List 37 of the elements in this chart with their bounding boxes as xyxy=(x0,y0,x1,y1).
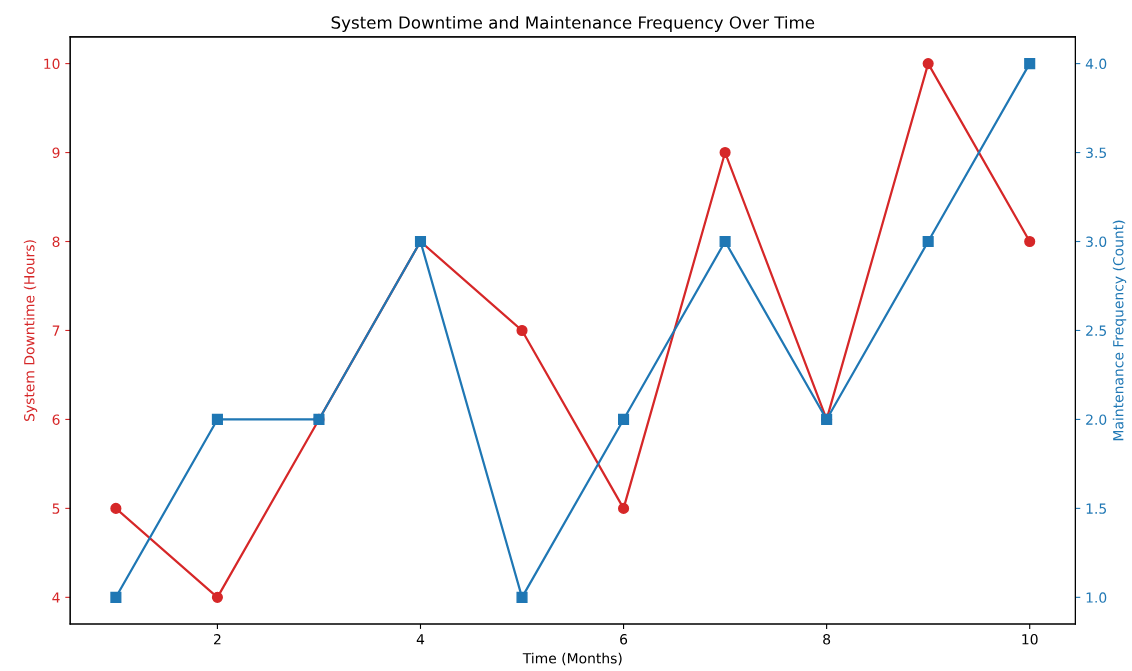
y-tick-label: 10 xyxy=(44,58,60,70)
point xyxy=(516,591,528,603)
point xyxy=(211,413,223,425)
x-tick-label: 10 xyxy=(1022,634,1038,645)
point xyxy=(110,591,122,603)
point xyxy=(719,235,731,248)
y-tick-label: 6 xyxy=(52,414,60,425)
point xyxy=(922,235,934,248)
point xyxy=(922,58,934,70)
point xyxy=(516,324,528,337)
point xyxy=(719,146,731,159)
y2-tick-label: 4.0 xyxy=(1085,58,1107,70)
point xyxy=(618,502,630,514)
point xyxy=(618,413,630,425)
x-tick-label: 8 xyxy=(823,634,831,645)
y2-tick-label: 3.0 xyxy=(1086,236,1107,247)
point xyxy=(1024,235,1036,248)
y2-tick-label: 2.5 xyxy=(1086,325,1106,336)
y2-tick-label: 1.5 xyxy=(1086,503,1106,514)
point xyxy=(110,502,122,514)
y-tick-label: 5 xyxy=(52,503,60,514)
x-tick-label: 4 xyxy=(416,634,425,645)
y-tick-label: 9 xyxy=(52,147,60,159)
point xyxy=(1024,58,1036,70)
x-axis-title: Time (Months) xyxy=(522,652,622,666)
x-tick-label: 2 xyxy=(214,634,221,645)
y-tick-label: 4 xyxy=(52,592,60,603)
y2-tick-label: 3.5 xyxy=(1086,147,1106,159)
x-tick-label: 6 xyxy=(620,634,628,645)
y2-tick-label: 1.0 xyxy=(1086,592,1107,603)
point xyxy=(211,591,223,603)
y2-axis-title: Maintenance Frequency (Count) xyxy=(1112,220,1127,441)
chart-title: System Downtime and Maintenance Frequency Over Time xyxy=(331,15,815,33)
y-tick-label: 7 xyxy=(52,325,60,336)
y2-tick-label: 2.0 xyxy=(1086,414,1107,425)
y-tick-label: 8 xyxy=(52,236,60,247)
y-axis-title: System Downtime (Hours) xyxy=(23,240,38,421)
